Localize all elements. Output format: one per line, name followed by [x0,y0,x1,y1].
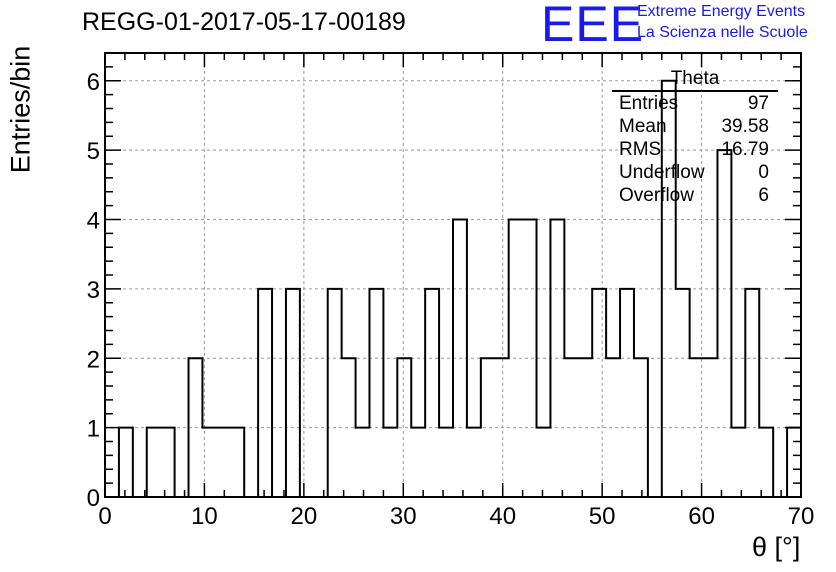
stats-row-rms: RMS 16.79 [611,138,777,161]
histogram-bin [745,289,759,497]
chart-title: REGG-01-2017-05-17-00189 [82,8,406,36]
histogram-bin [286,289,300,497]
y-tick-label: 5 [87,138,100,165]
stats-row-entries: Entries 97 [611,92,777,115]
histogram-bin [258,289,272,497]
histogram-bin [119,428,133,497]
histogram-bin [383,428,397,497]
logo-subtitle-line2: La Scienza nelle Scuole [637,24,808,41]
stats-value: 16.79 [721,139,769,160]
stats-value: 97 [747,93,769,114]
x-axis-label: θ [°] [752,532,801,562]
histogram-bin [467,428,481,497]
stats-label: Mean [619,116,667,137]
x-tick-label: 10 [191,503,218,530]
stats-box: Theta Entries 97 Mean 39.58 RMS 16.79 Un… [611,68,778,207]
histogram-bin [523,220,537,498]
y-tick-label: 1 [87,416,100,443]
stats-label: Overflow [619,185,694,206]
y-tick-label: 0 [87,485,100,512]
histogram-bin [787,428,801,497]
y-tick-label: 2 [87,346,100,373]
histogram-outline [105,79,801,498]
x-tick-label: 70 [788,503,815,530]
stats-row-mean: Mean 39.58 [611,115,777,138]
eee-logo: EEE [541,0,645,52]
histogram-bin [230,428,244,497]
histogram-bin [537,428,551,497]
histogram-bin [216,428,230,497]
histogram-bin [592,289,606,497]
stats-value: 6 [758,185,769,206]
x-tick-label: 60 [688,503,715,530]
stats-label: Underflow [619,162,705,183]
y-tick-label: 4 [87,208,100,235]
histogram-bin [481,358,495,497]
y-tick-label: 3 [87,277,100,304]
histogram-bin [369,289,383,497]
histogram-bin [439,428,453,497]
x-tick-label: 0 [98,503,111,530]
histogram-bin [620,289,634,497]
histogram-bin [328,289,342,497]
histogram-bin [759,428,773,497]
histogram-bin [676,289,690,497]
histogram-bin [411,428,425,497]
histogram-bin [356,428,370,497]
y-tick-label: 6 [87,69,100,96]
stats-title: Theta [612,68,778,92]
histogram-bin [731,428,745,497]
stats-label: RMS [619,139,662,160]
histogram-bin [425,289,439,497]
stats-row-overflow: Overflow 6 [611,184,777,207]
stats-row-underflow: Underflow 0 [611,161,777,184]
stats-value: 39.58 [721,116,769,137]
stats-label: Entries [619,93,679,114]
x-tick-label: 30 [390,503,417,530]
logo-subtitle-line1: Extreme Energy Events [637,3,806,20]
y-axis-label: Entries/bin [5,45,36,174]
stats-value: 0 [758,162,769,183]
histogram-bin [147,428,161,497]
x-tick-label: 20 [291,503,318,530]
histogram-bin [161,428,175,497]
x-tick-label: 40 [489,503,516,530]
x-tick-label: 50 [589,503,616,530]
histogram-bin [564,358,578,497]
